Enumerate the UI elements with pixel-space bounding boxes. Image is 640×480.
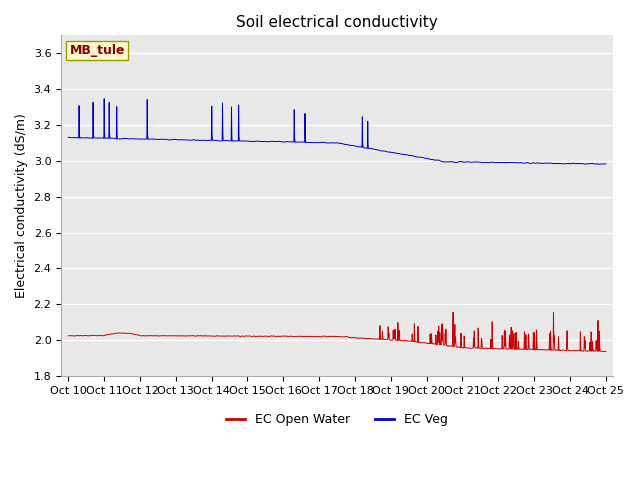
Legend: EC Open Water, EC Veg: EC Open Water, EC Veg: [221, 408, 453, 431]
Y-axis label: Electrical conductivity (dS/m): Electrical conductivity (dS/m): [15, 113, 28, 298]
Text: MB_tule: MB_tule: [69, 44, 125, 57]
Title: Soil electrical conductivity: Soil electrical conductivity: [236, 15, 438, 30]
